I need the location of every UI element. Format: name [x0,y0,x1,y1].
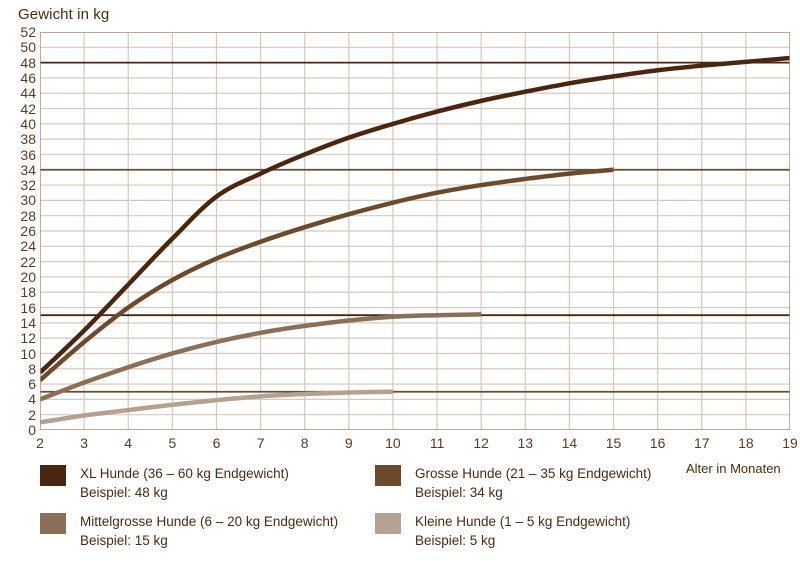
legend-title-mittelgrosse: Mittelgrosse Hunde (6 – 20 kg Endgewicht… [80,514,339,529]
plot-area [40,32,790,430]
x-tick-11: 11 [429,435,445,451]
series-lines [40,55,790,425]
y-tick-46: 46 [20,69,36,86]
x-tick-16: 16 [649,435,666,451]
y-tick-30: 30 [20,192,36,209]
x-tick-5: 5 [168,435,177,451]
y-tick-38: 38 [20,131,36,148]
y-tick-4: 4 [28,391,36,408]
y-tick-42: 42 [20,100,36,117]
chart-legend: XL Hunde (36 – 60 kg Endgewicht) Beispie… [0,458,800,561]
legend-title-kleine: Kleine Hunde (1 – 5 kg Endgewicht) [415,514,631,529]
y-axis-title: Gewicht in kg [18,6,110,23]
x-axis-title: Alter in Monaten [686,461,781,476]
legend-swatch-xl [40,465,66,486]
y-tick-6: 6 [28,376,36,393]
x-tick-14: 14 [561,435,578,451]
legend-example-kleine: Beispiel: 5 kg [415,533,496,548]
y-tick-8: 8 [28,360,36,377]
x-tick-13: 13 [517,435,534,451]
y-tick-20: 20 [20,268,36,285]
legend-item-grosse: Grosse Hunde (21 – 35 kg Endgewicht) Bei… [375,464,651,502]
y-axis-tick-labels: 0 2 4 6 8 10 12 14 16 18 20 22 24 26 28 30 32 34 36 38 40 42 4… [0,25,36,437]
x-tick-7: 7 [256,435,265,451]
legend-swatch-mittelgrosse [40,513,66,534]
legend-label-grosse: Grosse Hunde (21 – 35 kg Endgewicht) Bei… [415,464,651,502]
y-tick-26: 26 [20,223,36,239]
x-tick-15: 15 [605,435,622,451]
y-tick-28: 28 [20,207,36,224]
y-tick-2: 2 [28,406,36,423]
legend-label-xl: XL Hunde (36 – 60 kg Endgewicht) Beispie… [80,464,289,502]
x-tick-3: 3 [80,435,88,451]
y-tick-10: 10 [20,345,36,362]
y-tick-50: 50 [20,39,36,56]
x-tick-10: 10 [385,435,401,451]
y-tick-48: 48 [20,54,36,71]
legend-swatch-kleine [375,513,401,534]
legend-title-grosse: Grosse Hunde (21 – 35 kg Endgewicht) [415,466,652,481]
x-tick-17: 17 [694,435,710,451]
legend-label-kleine: Kleine Hunde (1 – 5 kg Endgewicht) Beisp… [415,512,630,550]
x-tick-9: 9 [344,435,353,451]
y-tick-16: 16 [20,299,36,316]
y-tick-34: 34 [20,161,36,178]
x-tick-19: 19 [782,435,798,451]
legend-label-mittelgrosse: Mittelgrosse Hunde (6 – 20 kg Endgewicht… [80,512,338,550]
y-tick-18: 18 [20,284,36,301]
y-tick-22: 22 [20,253,36,270]
x-tick-2: 2 [36,435,44,451]
x-tick-8: 8 [300,435,309,451]
y-tick-32: 32 [20,177,36,194]
legend-item-kleine: Kleine Hunde (1 – 5 kg Endgewicht) Beisp… [375,512,630,550]
legend-example-mittelgrosse: Beispiel: 15 kg [80,533,168,548]
x-tick-18: 18 [738,435,754,451]
legend-item-mittelgrosse: Mittelgrosse Hunde (6 – 20 kg Endgewicht… [40,512,338,550]
grid-lines [40,32,790,430]
x-tick-6: 6 [212,435,221,451]
y-tick-44: 44 [20,85,36,102]
x-tick-4: 4 [124,435,133,451]
y-tick-52: 52 [20,24,36,40]
y-tick-40: 40 [20,115,36,132]
legend-example-xl: Beispiel: 48 kg [80,485,168,500]
y-tick-36: 36 [20,146,36,163]
reference-lines [40,61,790,393]
legend-item-xl: XL Hunde (36 – 60 kg Endgewicht) Beispie… [40,464,289,502]
y-tick-12: 12 [20,330,36,347]
x-tick-12: 12 [473,435,489,451]
legend-example-grosse: Beispiel: 34 kg [415,485,503,500]
y-tick-14: 14 [20,314,36,331]
x-axis-tick-labels: 2 3 4 5 6 7 8 9 10 11 12 13 14 15 16 17 18 19 [36,435,798,458]
y-tick-0: 0 [28,422,36,438]
y-tick-24: 24 [20,238,36,255]
legend-title-xl: XL Hunde (36 – 60 kg Endgewicht) [80,466,289,481]
growth-curves-svg [40,32,790,430]
legend-swatch-grosse [375,465,401,486]
